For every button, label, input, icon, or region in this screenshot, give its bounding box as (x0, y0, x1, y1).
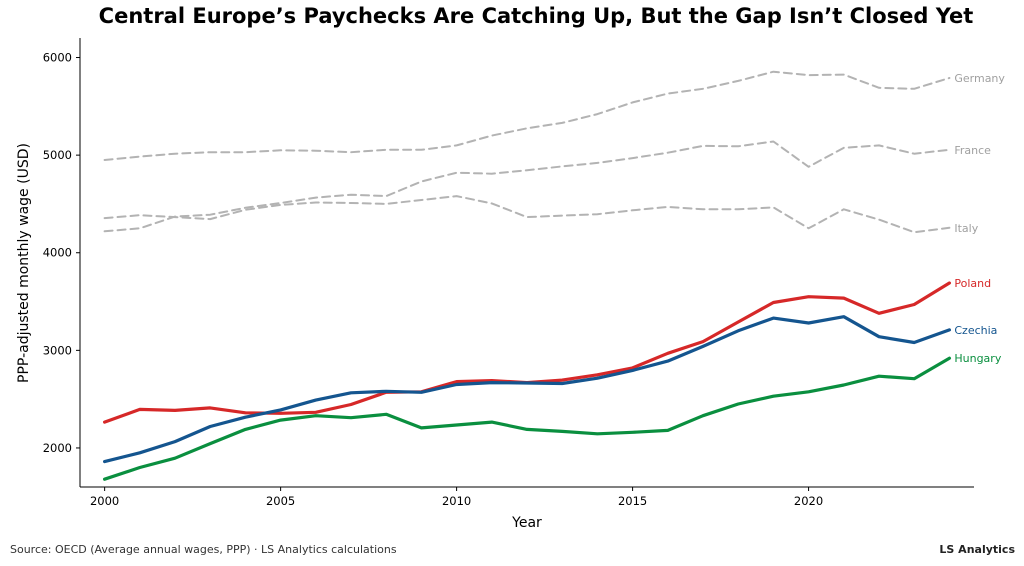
y-tick-label: 2000 (43, 441, 72, 455)
x-tick-label: 2010 (442, 494, 471, 508)
series-labels: Germany France Italy Poland Czechia Hungary (954, 72, 1005, 365)
y-tick-label: 3000 (43, 343, 72, 357)
series-label-poland: Poland (954, 277, 991, 290)
y-tick-label: 6000 (43, 51, 72, 65)
series-line-czechia (102, 315, 952, 464)
x-axis-label: Year (511, 515, 542, 531)
y-tick-label: 4000 (43, 246, 72, 260)
x-tick-label: 2000 (90, 494, 119, 508)
series-label-czechia: Czechia (954, 324, 997, 337)
y-tick-label: 5000 (43, 148, 72, 162)
x-tick-label: 2005 (266, 494, 295, 508)
chart-title: Central Europe’s Paychecks Are Catching … (98, 4, 974, 28)
series-label-germany: Germany (954, 72, 1005, 85)
brand-label: LS Analytics (939, 543, 1015, 556)
series-line-poland (102, 281, 952, 424)
series-label-france: France (954, 144, 991, 157)
series-line-italy (103, 195, 951, 234)
source-note: Source: OECD (Average annual wages, PPP)… (10, 543, 397, 556)
series-label-hungary: Hungary (954, 352, 1001, 365)
chart-series (102, 70, 952, 481)
x-tick-label: 2015 (618, 494, 647, 508)
x-tick-label: 2020 (794, 494, 823, 508)
series-label-italy: Italy (954, 222, 978, 235)
chart-axes: 2000 2005 2010 2015 2020 2000 3000 4000 5000 6000 (43, 38, 974, 508)
y-axis-label: PPP-adjusted monthly wage (USD) (16, 143, 32, 383)
series-line-france (103, 140, 951, 233)
series-line-hungary (102, 356, 952, 481)
series-line-germany (103, 70, 951, 161)
